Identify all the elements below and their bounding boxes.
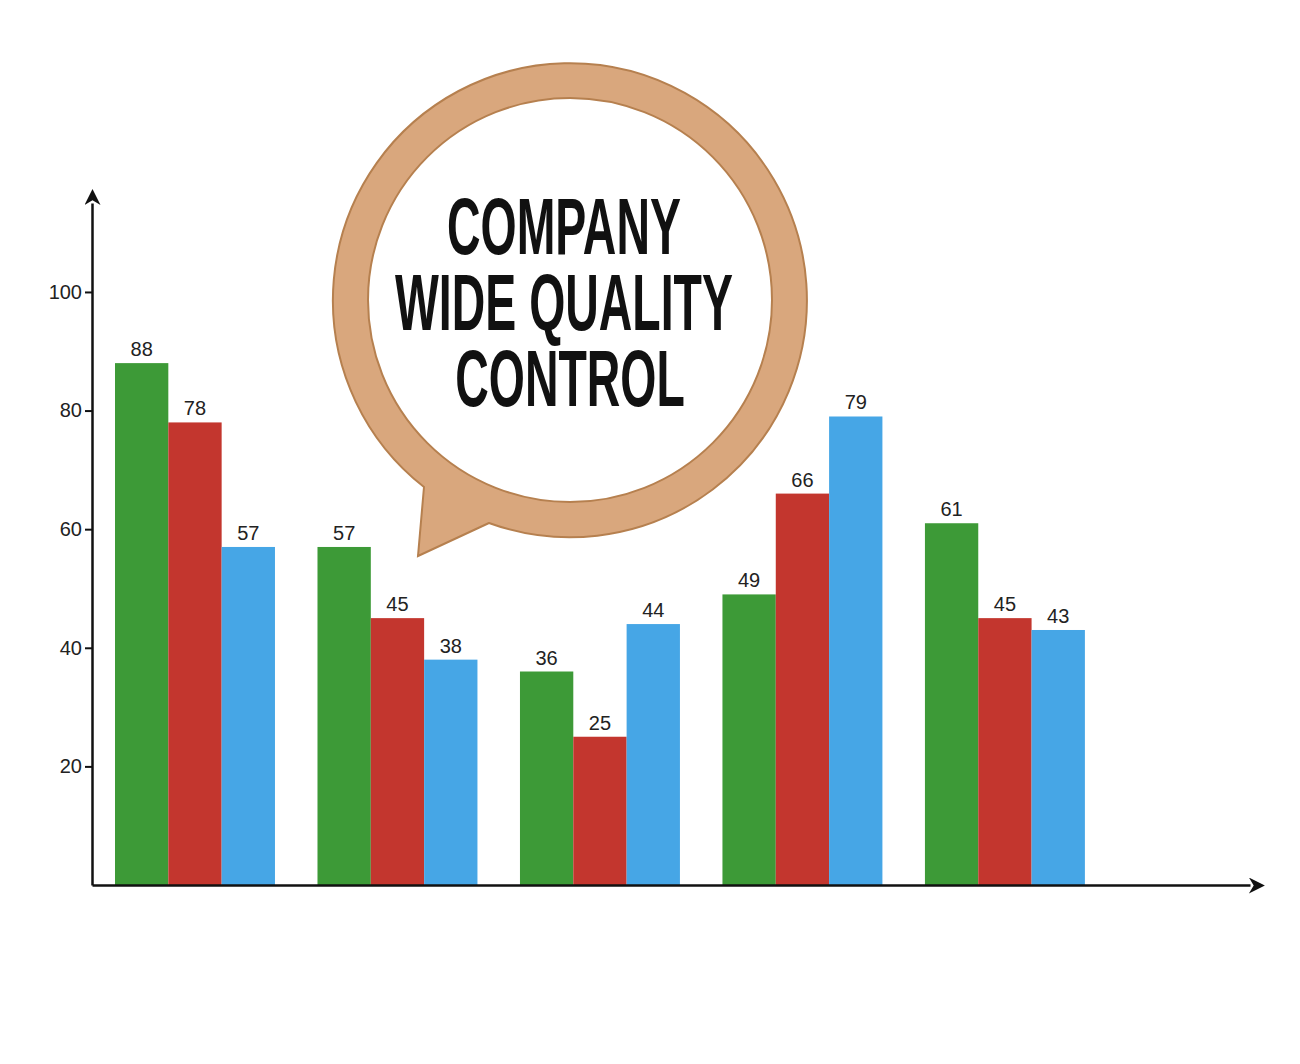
bar [424,660,477,885]
y-tick: 40 [60,637,92,659]
data-label: 78 [184,397,206,419]
y-tick: 60 [60,518,92,540]
x-axis [93,885,1251,886]
title-line: CONTROL [455,334,685,423]
bubble-ring [333,63,807,556]
chart: 20 40 60 80 100 88 57 36 49 61 78 45 25 66 45 57 38 44 79 4… [0,0,1300,1064]
bar [1032,630,1085,885]
data-label: 25 [589,712,611,734]
y-tick-mark [85,529,92,531]
data-label: 57 [333,522,355,544]
y-tick-mark [85,410,92,412]
data-label: 38 [440,635,462,657]
y-tick: 100 [49,281,92,303]
bar [627,624,680,885]
data-label: 43 [1047,605,1069,627]
data-label: 57 [237,522,259,544]
bar [925,523,978,885]
data-label: 44 [642,599,664,621]
data-label: 61 [940,498,962,520]
bar [520,672,573,885]
y-tick-mark [85,766,92,768]
bar [776,494,829,885]
y-tick: 20 [60,755,92,777]
title: COMPANY WIDE QUALITY CONTROL [395,182,745,423]
y-tick-label: 80 [60,399,82,421]
bubble-inner [368,98,772,502]
y-tick-label: 100 [49,281,82,303]
bar [115,363,168,885]
data-label: 36 [536,647,558,669]
bar [573,737,626,885]
y-tick-label: 60 [60,518,82,540]
bar [829,416,882,885]
data-label: 45 [386,593,408,615]
bar [978,618,1031,885]
x-axis-line [93,884,1251,887]
bar [222,547,275,885]
bar [722,594,775,885]
bar [317,547,370,885]
bar [371,618,424,885]
y-tick-label: 40 [60,637,82,659]
data-label: 79 [845,391,867,413]
title-group: COMPANY WIDE QUALITY CONTROL [395,182,745,423]
y-axis: 20 40 60 80 100 [49,204,93,886]
data-label: 66 [791,469,813,491]
y-tick: 80 [60,399,92,421]
data-label: 49 [738,569,760,591]
y-axis-line [91,204,94,886]
bar [168,422,221,885]
y-tick-label: 20 [60,755,82,777]
data-label: 88 [131,338,153,360]
y-tick-mark [85,647,92,649]
speech-bubble: COMPANY WIDE QUALITY CONTROL [333,63,807,556]
data-label: 45 [994,593,1016,615]
y-tick-mark [85,291,92,293]
